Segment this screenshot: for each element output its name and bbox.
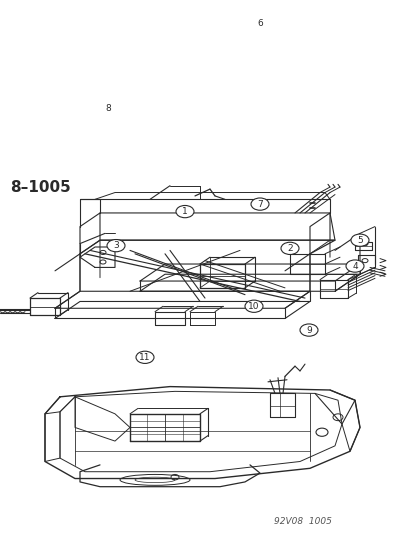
Text: 9: 9 bbox=[306, 326, 312, 335]
Circle shape bbox=[245, 300, 263, 312]
Text: 7: 7 bbox=[257, 199, 263, 208]
Circle shape bbox=[346, 260, 364, 272]
Circle shape bbox=[351, 234, 369, 246]
Text: 6: 6 bbox=[257, 19, 263, 28]
Circle shape bbox=[251, 198, 269, 210]
Text: 4: 4 bbox=[352, 262, 358, 271]
Text: 8–1005: 8–1005 bbox=[10, 180, 71, 195]
Text: 10: 10 bbox=[248, 302, 260, 311]
Circle shape bbox=[99, 103, 117, 115]
Circle shape bbox=[281, 242, 299, 254]
Text: 2: 2 bbox=[287, 244, 293, 253]
Text: 8: 8 bbox=[105, 104, 111, 114]
Circle shape bbox=[136, 351, 154, 364]
Circle shape bbox=[251, 18, 269, 30]
Circle shape bbox=[176, 205, 194, 217]
Circle shape bbox=[300, 324, 318, 336]
Text: 5: 5 bbox=[357, 236, 363, 245]
Text: 1: 1 bbox=[182, 207, 188, 216]
Circle shape bbox=[107, 239, 125, 252]
Text: 3: 3 bbox=[113, 241, 119, 250]
Text: 92V08  1005: 92V08 1005 bbox=[274, 517, 332, 526]
Text: 11: 11 bbox=[139, 353, 151, 362]
